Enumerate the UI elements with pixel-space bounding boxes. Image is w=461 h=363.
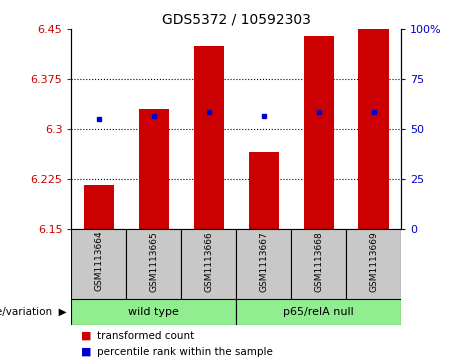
Text: GSM1113668: GSM1113668: [314, 231, 323, 291]
Bar: [291, 229, 346, 299]
Text: transformed count: transformed count: [97, 331, 194, 341]
Bar: [84, 185, 114, 229]
Title: GDS5372 / 10592303: GDS5372 / 10592303: [162, 12, 311, 26]
Text: ■: ■: [81, 347, 91, 357]
Text: GSM1113666: GSM1113666: [204, 231, 213, 291]
Bar: [236, 229, 291, 299]
Bar: [194, 46, 224, 229]
Bar: [303, 36, 334, 229]
Text: ■: ■: [81, 331, 91, 341]
Text: genotype/variation  ▶: genotype/variation ▶: [0, 307, 67, 317]
Text: GSM1113665: GSM1113665: [149, 231, 159, 291]
Bar: [71, 229, 126, 299]
Text: percentile rank within the sample: percentile rank within the sample: [97, 347, 273, 357]
Bar: [181, 229, 236, 299]
Bar: [248, 152, 279, 229]
Bar: [359, 29, 389, 229]
Text: p65/relA null: p65/relA null: [284, 307, 354, 317]
Bar: [139, 109, 169, 229]
Text: wild type: wild type: [129, 307, 179, 317]
Text: GSM1113664: GSM1113664: [95, 231, 103, 291]
Bar: [71, 299, 236, 325]
Bar: [236, 299, 401, 325]
Text: GSM1113669: GSM1113669: [369, 231, 378, 291]
Bar: [346, 229, 401, 299]
Bar: [126, 229, 181, 299]
Text: GSM1113667: GSM1113667: [259, 231, 268, 291]
